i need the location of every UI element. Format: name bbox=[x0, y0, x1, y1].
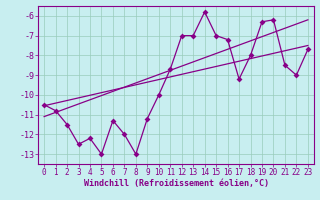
X-axis label: Windchill (Refroidissement éolien,°C): Windchill (Refroidissement éolien,°C) bbox=[84, 179, 268, 188]
